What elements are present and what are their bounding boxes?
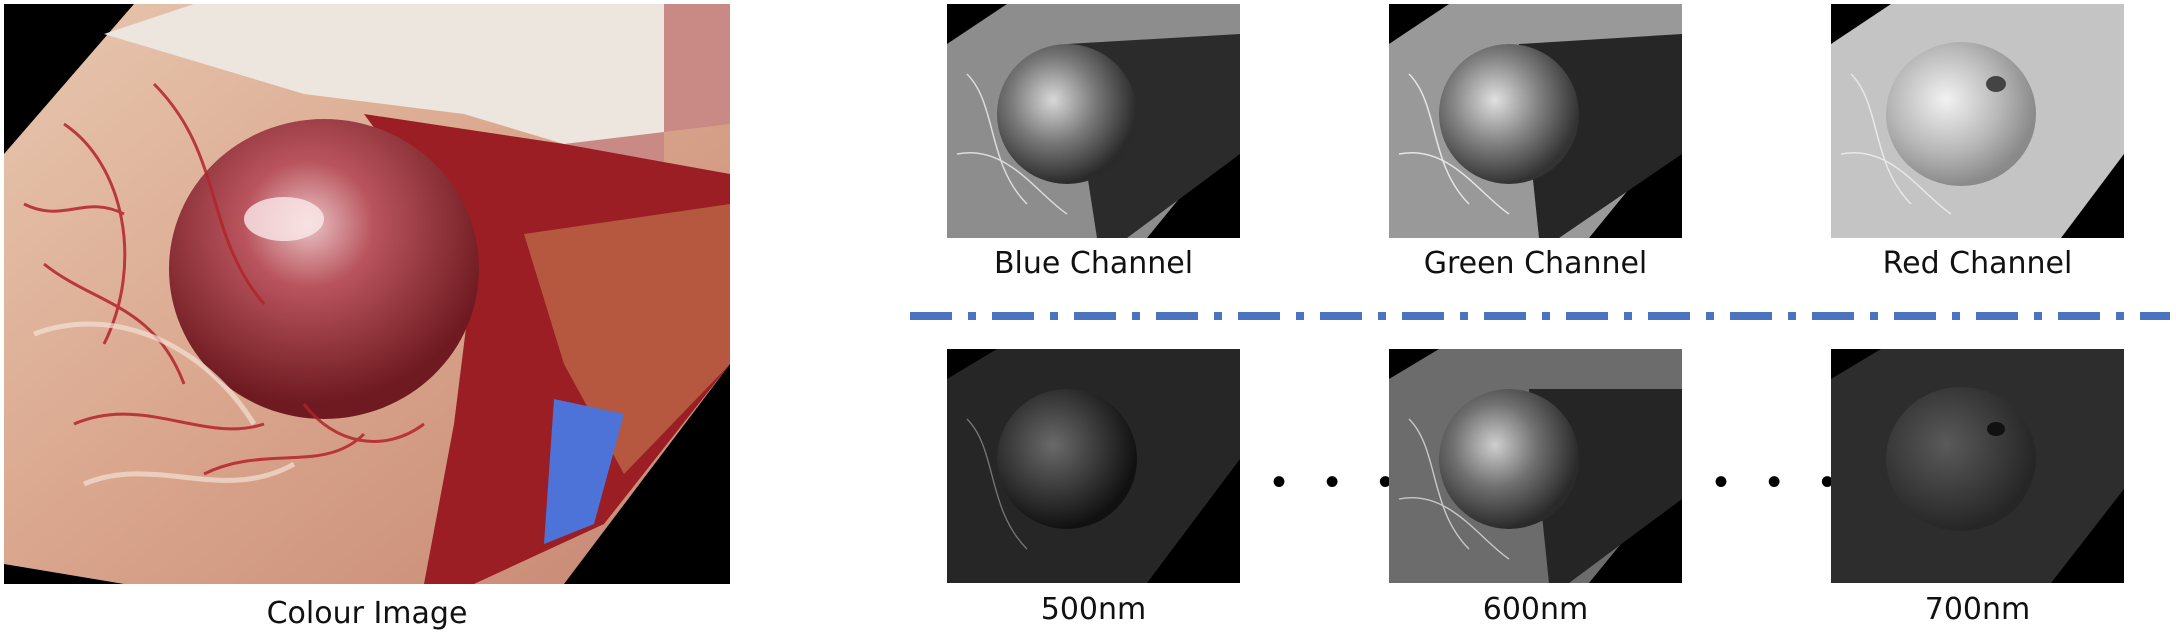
red-channel-art: [1831, 4, 2124, 238]
green-channel-image: [1389, 4, 1682, 238]
wavelength-500nm-caption: 500nm: [1040, 592, 1147, 627]
wavelength-600nm-image: [1389, 349, 1682, 583]
ellipsis-left: • • •: [1272, 460, 1407, 504]
ellipsis-right: • • •: [1714, 460, 1849, 504]
blue-channel-caption: Blue Channel: [993, 246, 1194, 281]
wavelength-500nm-art: [947, 349, 1240, 583]
wavelength-700nm-caption: 700nm: [1924, 592, 2031, 627]
colour-image-art: [4, 4, 730, 584]
red-channel-image: [1831, 4, 2124, 238]
wavelength-700nm-image: [1831, 349, 2124, 583]
red-channel-caption: Red Channel: [1882, 246, 2073, 281]
colour-image-caption: Colour Image: [266, 596, 468, 631]
green-channel-caption: Green Channel: [1423, 246, 1648, 281]
blue-channel-image: [947, 4, 1240, 238]
wavelength-600nm-caption: 600nm: [1482, 592, 1589, 627]
dash-dot-divider: [910, 312, 2170, 320]
wavelength-700nm-art: [1831, 349, 2124, 583]
blue-channel-art: [947, 4, 1240, 238]
green-channel-art: [1389, 4, 1682, 238]
colour-image: [4, 4, 730, 584]
wavelength-600nm-art: [1389, 349, 1682, 583]
wavelength-500nm-image: [947, 349, 1240, 583]
